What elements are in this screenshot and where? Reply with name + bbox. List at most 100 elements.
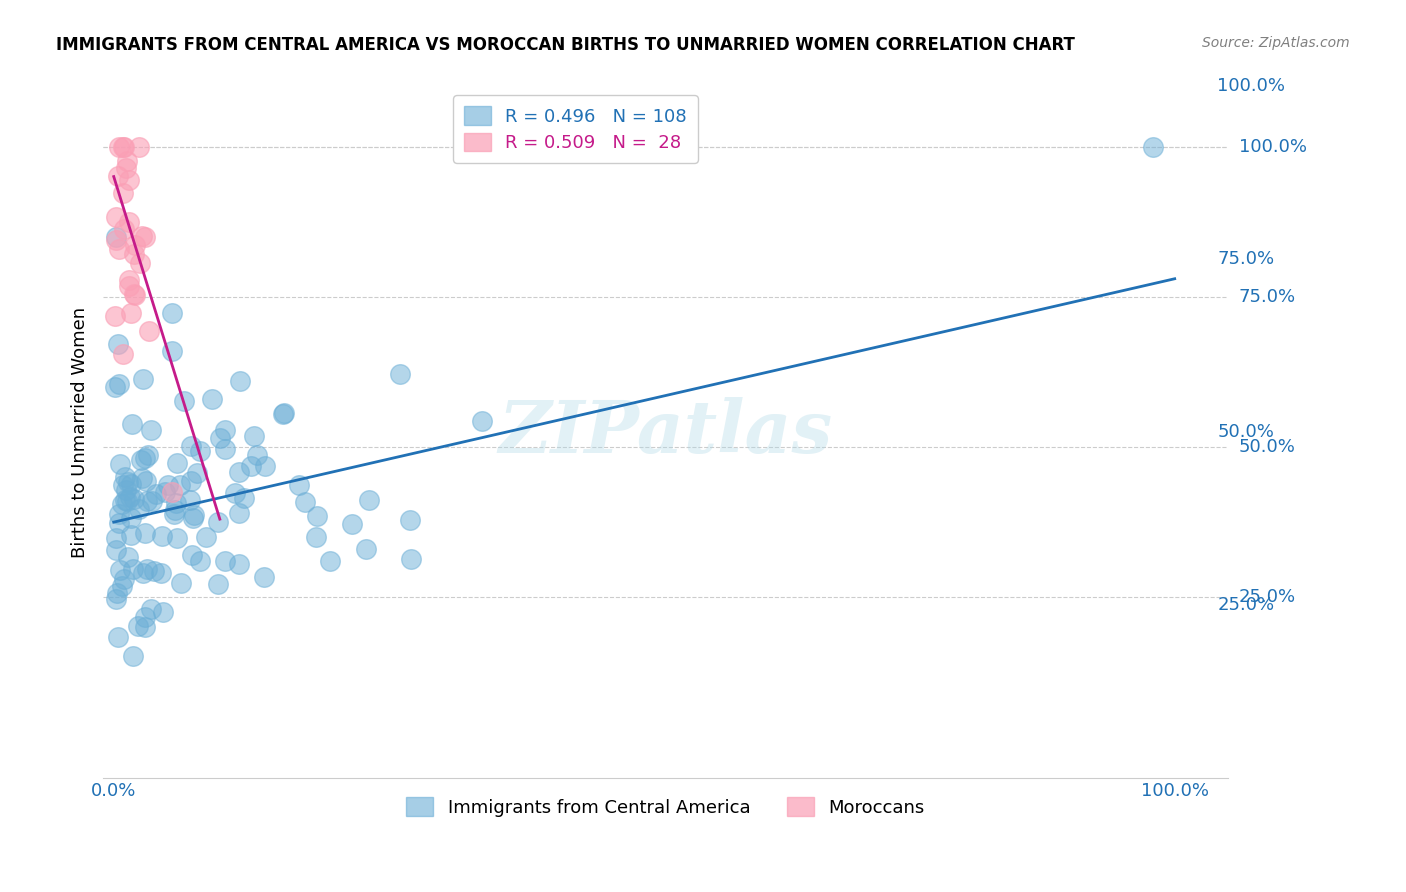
Point (155, 484, 177, 499)
Point (111, 346, 134, 360)
Text: 50.0%: 50.0% (1239, 438, 1296, 456)
Point (110, 497, 132, 511)
Point (183, 508, 205, 523)
Point (252, 570, 274, 584)
Point (108, 139, 131, 153)
Text: 50.0%: 50.0% (1218, 423, 1274, 441)
Point (160, 306, 183, 320)
Point (194, 530, 217, 544)
Point (246, 448, 269, 462)
Point (122, 491, 145, 506)
Point (208, 431, 231, 445)
Point (271, 407, 294, 421)
Point (120, 528, 142, 542)
Point (128, 139, 150, 153)
Point (118, 215, 141, 229)
Point (388, 367, 411, 381)
Point (104, 380, 127, 394)
Point (160, 343, 183, 358)
Point (129, 452, 152, 467)
Point (132, 372, 155, 386)
Point (118, 273, 141, 287)
Point (114, 139, 136, 153)
Point (117, 549, 139, 564)
Point (173, 394, 195, 409)
Point (240, 458, 263, 473)
Point (228, 557, 250, 571)
Point (131, 471, 153, 485)
Point (141, 493, 163, 508)
Point (166, 456, 188, 470)
Point (131, 228, 153, 243)
Point (112, 478, 135, 492)
Point (107, 336, 129, 351)
Point (124, 238, 146, 252)
Point (136, 494, 159, 508)
Point (180, 548, 202, 562)
Point (165, 496, 187, 510)
Point (115, 494, 138, 508)
Point (354, 541, 377, 556)
Point (214, 424, 236, 438)
Point (305, 530, 328, 544)
Point (162, 485, 184, 500)
Point (224, 486, 246, 500)
Point (120, 511, 142, 525)
Point (399, 513, 422, 527)
Text: 75.0%: 75.0% (1218, 251, 1274, 268)
Point (243, 429, 266, 443)
Point (108, 507, 131, 521)
Point (124, 288, 146, 302)
Point (181, 511, 204, 525)
Point (120, 477, 142, 491)
Text: 100.0%: 100.0% (1218, 78, 1285, 95)
Text: Source: ZipAtlas.com: Source: ZipAtlas.com (1202, 36, 1350, 50)
Point (104, 210, 127, 224)
Point (340, 516, 363, 531)
Point (127, 619, 149, 633)
Text: 100.0%: 100.0% (1239, 137, 1308, 155)
Point (145, 487, 167, 501)
Point (136, 562, 159, 576)
Point (115, 483, 138, 497)
Point (288, 478, 311, 492)
Point (134, 620, 156, 634)
Point (141, 601, 163, 615)
Point (129, 256, 152, 270)
Point (134, 525, 156, 540)
Point (207, 577, 229, 591)
Point (118, 173, 141, 187)
Point (180, 439, 202, 453)
Point (134, 229, 156, 244)
Point (114, 470, 136, 484)
Point (104, 229, 127, 244)
Point (1142, 139, 1164, 153)
Point (254, 458, 277, 473)
Point (150, 566, 173, 580)
Point (150, 529, 173, 543)
Point (163, 503, 186, 517)
Point (156, 478, 179, 492)
Point (135, 474, 157, 488)
Point (229, 374, 252, 388)
Point (111, 186, 134, 201)
Point (108, 377, 131, 392)
Text: 75.0%: 75.0% (1239, 288, 1296, 306)
Point (214, 442, 236, 457)
Point (152, 605, 174, 619)
Point (138, 324, 160, 338)
Point (117, 475, 139, 489)
Point (169, 478, 191, 492)
Point (104, 543, 127, 558)
Point (359, 492, 381, 507)
Point (112, 222, 135, 236)
Point (136, 448, 159, 462)
Point (108, 516, 131, 531)
Point (118, 279, 141, 293)
Point (228, 465, 250, 479)
Point (122, 246, 145, 260)
Point (122, 286, 145, 301)
Point (112, 139, 135, 153)
Point (114, 492, 136, 507)
Point (115, 161, 138, 176)
